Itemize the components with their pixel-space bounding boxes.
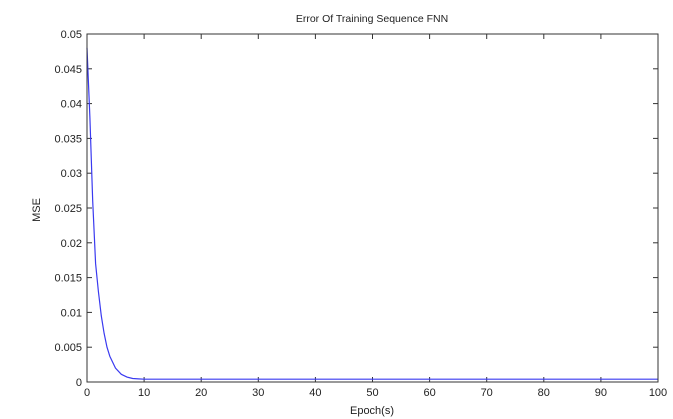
- y-tick-label: 0: [76, 377, 82, 389]
- x-tick-label: 70: [481, 387, 493, 399]
- y-tick-label: 0.045: [54, 64, 82, 76]
- y-tick-label: 0.005: [54, 342, 82, 354]
- x-tick-label: 0: [84, 387, 90, 399]
- chart-title: Error Of Training Sequence FNN: [296, 13, 448, 25]
- x-tick-label: 50: [366, 387, 378, 399]
- y-tick-label: 0.015: [54, 273, 82, 285]
- y-tick-label: 0.04: [61, 99, 82, 111]
- x-tick-label: 60: [423, 387, 435, 399]
- x-tick-label: 80: [538, 387, 550, 399]
- x-axis-title: Epoch(s): [350, 405, 394, 417]
- x-tick-label: 40: [309, 387, 321, 399]
- series-line-0: [86, 47, 658, 380]
- y-tick-label: 0.03: [61, 168, 82, 180]
- x-tick-label: 10: [138, 387, 150, 399]
- y-axis-title: MSE: [31, 198, 43, 222]
- y-tick-label: 0.02: [61, 238, 82, 250]
- x-tick-label: 100: [649, 387, 667, 399]
- x-tick-label: 20: [195, 387, 207, 399]
- x-tick-label: 30: [252, 387, 264, 399]
- y-tick-label: 0.01: [61, 307, 82, 319]
- plot-frame: [86, 33, 659, 383]
- y-tick-label: 0.05: [61, 29, 82, 41]
- y-tick-label: 0.025: [54, 203, 82, 215]
- x-tick-label: 90: [595, 387, 607, 399]
- y-tick-label: 0.035: [54, 133, 82, 145]
